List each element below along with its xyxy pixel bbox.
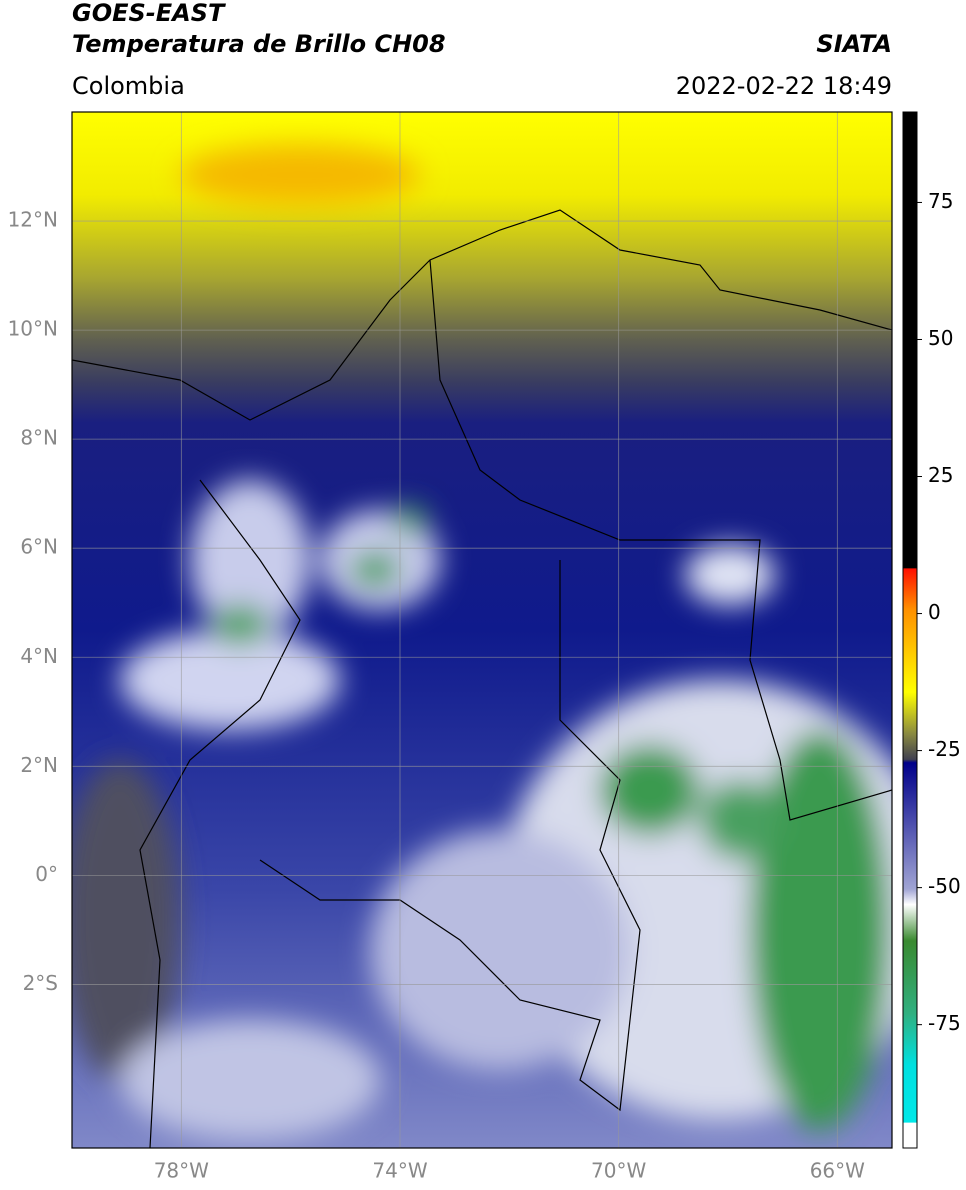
colorbar-tick-label: -25 xyxy=(928,737,961,761)
colorbar-tick-label: -50 xyxy=(928,874,961,898)
colorbar-tick-label: 0 xyxy=(928,600,941,624)
y-tick-label: 0° xyxy=(35,862,58,886)
x-tick-label: 70°W xyxy=(591,1159,646,1183)
colorbar-tick-label: -75 xyxy=(928,1011,961,1035)
colorbar xyxy=(902,111,918,1149)
x-tick-label: 66°W xyxy=(810,1159,865,1183)
colorbar-tick-label: 50 xyxy=(928,326,953,350)
datetime: 2022-02-22 18:49 xyxy=(676,72,892,100)
y-tick-label: 8°N xyxy=(20,426,58,450)
map-frame xyxy=(71,111,893,1149)
region: Colombia xyxy=(72,72,185,100)
y-tick-label: 10°N xyxy=(8,317,58,341)
agency: SIATA xyxy=(816,30,892,58)
y-tick-label: 2°S xyxy=(23,971,58,995)
colorbar-tick-label: 75 xyxy=(928,189,953,213)
y-tick-label: 4°N xyxy=(20,644,58,668)
source: GOES-EAST xyxy=(72,0,226,27)
clouds xyxy=(72,145,892,1140)
y-tick-label: 2°N xyxy=(20,753,58,777)
x-tick-label: 74°W xyxy=(372,1159,427,1183)
y-tick-label: 6°N xyxy=(20,535,58,559)
product: Temperatura de Brillo CH08 xyxy=(72,30,446,58)
colorbar-tick-label: 25 xyxy=(928,463,953,487)
imagery xyxy=(72,112,892,1148)
x-tick-label: 78°W xyxy=(154,1159,209,1183)
y-tick-label: 12°N xyxy=(8,208,58,232)
